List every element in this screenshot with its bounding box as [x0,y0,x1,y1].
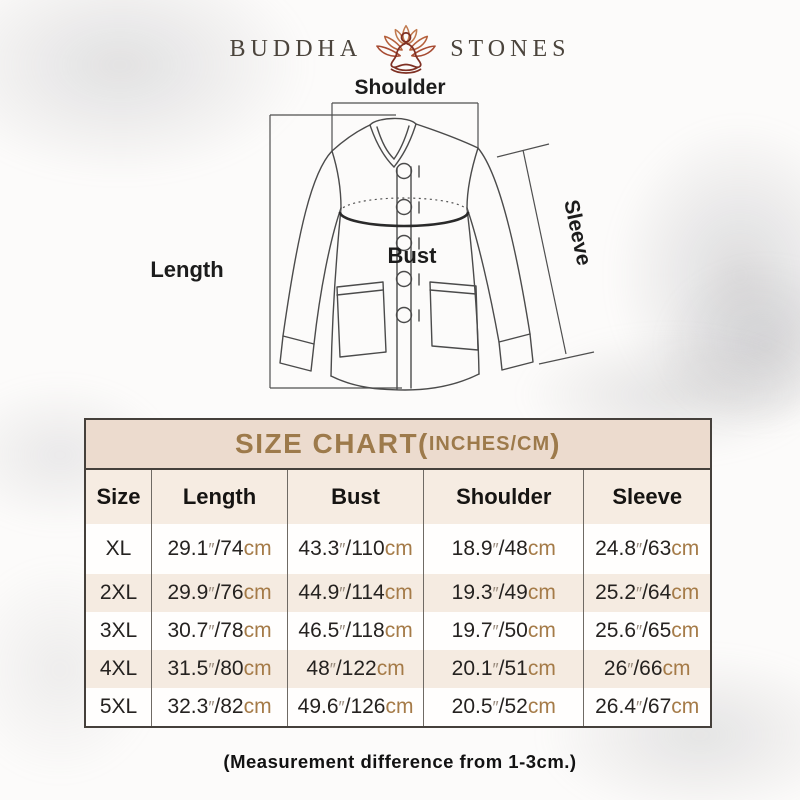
size-table-body: XL 29.1″/74cm 43.3″/110cm 18.9″/48cm 24.8″/6… [86,524,710,726]
size-chart-title-paren-open: ( [418,428,429,459]
size-chart-title-paren-close: ) [550,428,561,459]
table-row: 4XL 31.5″/80cm 48″/122cm 20.1″/51cm 26″/66cm [86,650,710,688]
shoulder-value-cell: 20.5″/52cm [423,688,585,726]
sleeve-value-cell: 24.8″/63cm [595,537,700,560]
col-header-sleeve: Sleeve [612,484,683,509]
measure-lines [269,102,595,389]
size-cell: XL [86,524,153,574]
size-chart-title-main: SIZE CHART [235,428,419,459]
table-row: 3XL 30.7″/78cm 46.5″/118cm 19.7″/50cm 25.6″/… [86,612,710,650]
shoulder-value-cell: 20.1″/51cm [423,650,585,688]
length-value-cell: 31.5″/80cm [151,650,289,688]
size-cell: 4XL [86,650,153,688]
sleeve-value-cell: 25.2″/64cm [595,581,700,604]
size-cell: 2XL [86,574,153,612]
table-row: 2XL 29.9″/76cm 44.9″/114cm 19.3″/49cm 25.2″/… [86,574,710,612]
bust-value-cell: 48″/122cm [287,650,425,688]
bust-value-cell: 44.9″/114cm [287,574,425,612]
table-header-row: Size Length Bust Shoulder Sleeve [86,470,710,524]
bust-value-cell: 43.3″/110cm [287,524,425,574]
jacket-outline [279,117,534,391]
length-value-cell: 32.3″/82cm [151,688,289,726]
size-cell: 5XL [86,688,153,726]
size-chart-table: SIZE CHART ( INCHES/CM ) Size Length Bus… [84,418,712,728]
length-value-cell: 30.7″/78cm [151,612,289,650]
brand-logo: BUDDHA STONES [0,22,800,76]
shoulder-value-cell: 19.3″/49cm [423,574,585,612]
length-label: Length [150,257,223,282]
shoulder-label: Shoulder [354,76,445,99]
length-value-cell: 29.9″/76cm [151,574,289,612]
bust-value-cell: 46.5″/118cm [287,612,425,650]
lotus-meditation-icon [375,22,437,76]
sleeve-value-cell: 26.4″/67cm [595,695,700,718]
table-row: 5XL 32.3″/82cm 49.6″/126cm 20.5″/52cm 26.4″/… [86,688,710,726]
size-chart-title-unit: INCHES/CM [428,432,551,455]
size-cell: 3XL [86,612,153,650]
shoulder-value-cell: 19.7″/50cm [423,612,585,650]
length-value-cell: 29.1″/74cm [151,524,289,574]
shoulder-value-cell: 18.9″/48cm [423,524,585,574]
size-chart-title: SIZE CHART ( INCHES/CM ) [86,420,710,470]
sleeve-value-cell: 26″/66cm [603,657,691,680]
brand-name-left: BUDDHA [229,35,363,62]
bust-value-cell: 49.6″/126cm [287,688,425,726]
mountain-wash-right-2 [660,260,800,430]
brand-name-right: STONES [450,35,571,62]
bust-label: Bust [388,243,438,268]
col-header-shoulder: Shoulder [423,470,585,524]
measurement-note: (Measurement difference from 1-3cm.) [223,751,577,772]
col-header-size: Size [86,470,153,524]
bust-ellipse [338,197,470,228]
sleeve-label: Sleeve [559,198,595,268]
col-header-bust: Bust [287,470,425,524]
sleeve-value-cell: 25.6″/65cm [595,619,700,642]
table-row: XL 29.1″/74cm 43.3″/110cm 18.9″/48cm 24.8″/6… [86,524,710,574]
sizes-table: Size Length Bust Shoulder Sleeve XL 29.1″… [86,470,710,726]
col-header-length: Length [151,470,289,524]
mountain-wash-right [610,120,800,430]
